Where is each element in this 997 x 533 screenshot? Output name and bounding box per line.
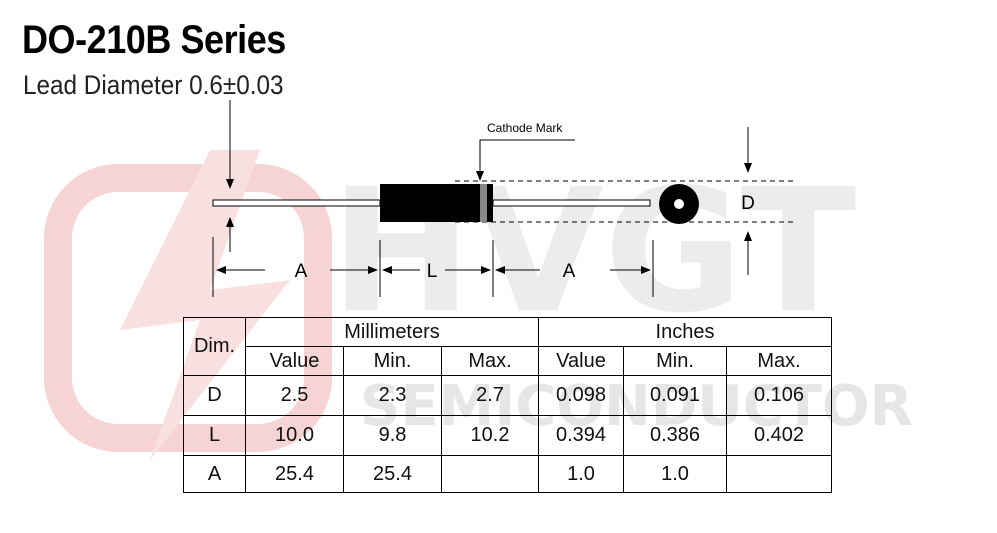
table-cell: 9.8 bbox=[343, 415, 442, 456]
dim-label: A bbox=[563, 261, 576, 282]
table-cell: 0.106 bbox=[726, 375, 832, 416]
table-cell: D bbox=[183, 375, 246, 416]
table-cell: 0.394 bbox=[538, 415, 624, 456]
table-cell: 25.4 bbox=[343, 455, 442, 493]
table-cell: 10.0 bbox=[245, 415, 344, 456]
table-row: A 25.4 25.4 1.0 1.0 bbox=[183, 455, 832, 493]
header-cell: Min. bbox=[343, 346, 442, 376]
dim-label: L bbox=[427, 261, 438, 282]
dim-label: A bbox=[295, 261, 308, 282]
table-cell: 0.386 bbox=[623, 415, 727, 456]
table-cell: 1.0 bbox=[538, 455, 624, 493]
end-view-lead bbox=[674, 199, 684, 209]
table-cell bbox=[726, 455, 832, 493]
header-cell: Max. bbox=[726, 346, 832, 376]
table-row: L 10.0 9.8 10.2 0.394 0.386 0.402 bbox=[183, 415, 832, 456]
cathode-band bbox=[480, 184, 487, 222]
header-cell: Value bbox=[538, 346, 624, 376]
table-row: D 2.5 2.3 2.7 0.098 0.091 0.106 bbox=[183, 375, 832, 416]
subtitle: Lead Diameter 0.6±0.03 bbox=[23, 70, 284, 100]
table-cell: 2.5 bbox=[245, 375, 344, 416]
table-cell: 10.2 bbox=[441, 415, 539, 456]
diode-body bbox=[380, 184, 493, 222]
dim-label: D bbox=[741, 193, 755, 214]
table-cell: 2.3 bbox=[343, 375, 442, 416]
header-cell: Min. bbox=[623, 346, 727, 376]
table-cell: 0.091 bbox=[623, 375, 727, 416]
header-cell: Value bbox=[245, 346, 344, 376]
outline bbox=[212, 100, 795, 297]
table-cell bbox=[441, 455, 539, 493]
table-cell: 0.098 bbox=[538, 375, 624, 416]
header-cell: Inches bbox=[538, 317, 832, 347]
header-cell: Millimeters bbox=[245, 317, 539, 347]
header-row: Value Min. Max. Value Min. Max. bbox=[184, 346, 832, 376]
title: DO-210B Series bbox=[22, 18, 286, 62]
logo-bolt bbox=[120, 150, 290, 460]
cathode-label: Cathode Mark bbox=[487, 121, 563, 135]
table-cell: 25.4 bbox=[245, 455, 344, 493]
table-cell: L bbox=[183, 415, 246, 456]
table-cell: A bbox=[183, 455, 246, 493]
header-cell: Dim. bbox=[183, 317, 246, 376]
table-cell: 1.0 bbox=[623, 455, 727, 493]
header-cell: Max. bbox=[441, 346, 539, 376]
table-cell: 0.402 bbox=[726, 415, 832, 456]
dimension-table: Dim. Millimeters Inches Value Min. Max. Val… bbox=[183, 317, 832, 493]
table-cell: 2.7 bbox=[441, 375, 539, 416]
